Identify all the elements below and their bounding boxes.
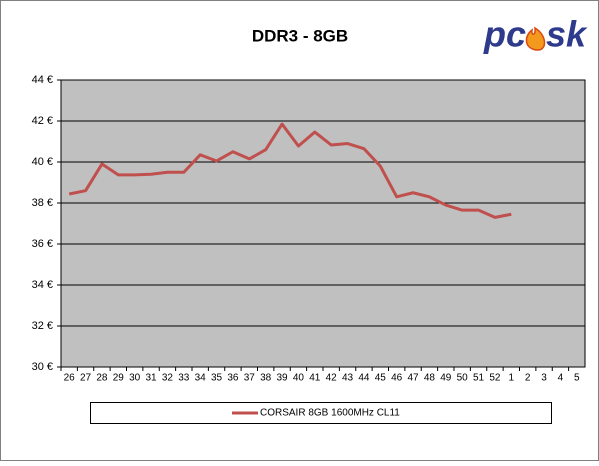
x-tick-label: 43 xyxy=(342,373,354,384)
x-tick-label: 3 xyxy=(541,373,547,384)
line-series xyxy=(68,122,512,219)
x-tick-label: 36 xyxy=(227,373,239,384)
x-tick-label: 2 xyxy=(525,373,531,384)
x-tick-label: 45 xyxy=(375,373,387,384)
x-tick-label: 31 xyxy=(146,373,158,384)
x-tick-label: 46 xyxy=(391,373,403,384)
x-tick-label: 5 xyxy=(574,373,580,384)
logo-flame xyxy=(525,26,546,51)
x-tick-label: 30 xyxy=(129,373,141,384)
chart-title: DDR3 - 8GB xyxy=(252,26,348,45)
x-tick-label: 50 xyxy=(457,373,469,384)
x-tick-label: 37 xyxy=(244,373,256,384)
x-tick-label: 49 xyxy=(440,373,452,384)
x-tick-label: 29 xyxy=(113,373,125,384)
x-tick-label: 28 xyxy=(96,373,108,384)
x-tick-label: 32 xyxy=(162,373,174,384)
x-tick-label: 41 xyxy=(309,373,321,384)
y-tick-label: 44 € xyxy=(32,74,53,86)
legend xyxy=(90,402,552,424)
x-tick-label: 34 xyxy=(195,373,207,384)
x-tick-label: 42 xyxy=(326,373,338,384)
x-tick-label: 51 xyxy=(473,373,485,384)
x-tick-label: 1 xyxy=(509,373,515,384)
x-tick-label: 52 xyxy=(489,373,501,384)
y-tick-label: 36 € xyxy=(32,238,53,250)
y-tick-label: 42 € xyxy=(32,115,53,127)
legend-label: CORSAIR 8GB 1600MHz CL11 xyxy=(260,408,400,419)
plot-area xyxy=(61,80,585,367)
x-tick-label: 33 xyxy=(178,373,190,384)
y-tick-label: 38 € xyxy=(32,197,53,209)
x-tick-label: 48 xyxy=(424,373,436,384)
y-tick-label: 40 € xyxy=(32,156,53,168)
logo-text: sk xyxy=(546,14,588,55)
logo: pc sk xyxy=(483,14,588,55)
x-tick-label: 38 xyxy=(260,373,272,384)
logo-text: pc xyxy=(483,14,526,55)
y-tick-label: 34 € xyxy=(32,279,53,291)
x-tick-label: 27 xyxy=(80,373,92,384)
x-tick-label: 26 xyxy=(64,373,76,384)
x-tick-label: 4 xyxy=(558,373,564,384)
y-tick-label: 30 € xyxy=(32,361,53,373)
x-tick-label: 35 xyxy=(211,373,223,384)
x-tick-label: 47 xyxy=(408,373,420,384)
x-tick-label: 40 xyxy=(293,373,305,384)
x-tick-label: 39 xyxy=(277,373,289,384)
x-tick-label: 44 xyxy=(358,373,370,384)
y-tick-label: 32 € xyxy=(32,320,53,332)
